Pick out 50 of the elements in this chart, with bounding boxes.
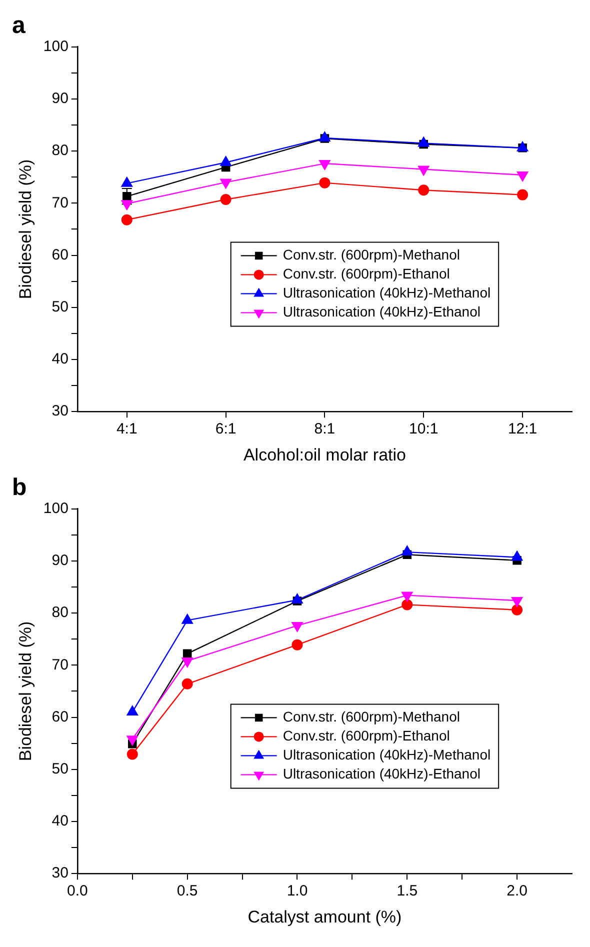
legend-label: Conv.str. (600rpm)-Methanol	[282, 708, 460, 725]
y-tick-label: 90	[52, 90, 68, 108]
x-tick-label: 4:1	[116, 420, 138, 438]
x-tick-label: 8:1	[314, 420, 336, 438]
legend-label: Ultrasonication (40kHz)-Methanol	[282, 284, 491, 301]
y-tick-label: 60	[52, 246, 68, 264]
y-tick-label: 100	[43, 500, 68, 517]
x-tick-label: 12:1	[508, 420, 538, 438]
y-axis-title: Biodiesel yield (%)	[16, 621, 35, 762]
chart-title: b	[12, 474, 27, 502]
y-tick-label: 30	[52, 402, 68, 420]
y-tick-label: 80	[52, 142, 68, 160]
y-tick-label: 70	[52, 194, 68, 212]
point	[182, 678, 193, 690]
x-tick-label: 2.0	[506, 882, 528, 900]
point	[292, 594, 303, 604]
y-tick-label: 90	[52, 552, 68, 570]
y-tick-label: 40	[52, 812, 68, 830]
x-axis-title: Catalyst amount (%)	[248, 907, 402, 926]
y-tick-label: 40	[52, 350, 68, 368]
point	[126, 748, 138, 760]
point	[126, 706, 138, 716]
point	[401, 546, 413, 556]
y-axis-title: Biodiesel yield (%)	[16, 159, 35, 300]
point	[402, 599, 413, 610]
legend-label: Ultrasonication (40kHz)-Ethanol	[282, 304, 480, 320]
x-tick-label: 6:1	[215, 420, 236, 438]
text: 0.0	[66, 882, 88, 900]
point	[512, 604, 523, 616]
legend-label: Ultrasonication (40kHz)-Ethanol	[282, 766, 480, 782]
legend-label: Conv.str. (600rpm)-Ethanol	[282, 266, 450, 282]
y-tick-label: 70	[52, 656, 68, 674]
point	[292, 639, 303, 650]
y-tick-label: 100	[43, 38, 68, 55]
y-tick-label: 50	[52, 298, 68, 316]
chart-title: a	[12, 12, 26, 40]
legend-label: Conv.str. (600rpm)-Ethanol	[282, 728, 450, 744]
x-tick-label: 0.5	[176, 882, 198, 900]
point	[511, 550, 523, 561]
legend-label: Ultrasonication (40kHz)-Methanol	[282, 746, 491, 763]
y-tick-label: 50	[52, 760, 68, 778]
y-tick-label: 80	[52, 604, 68, 622]
x-tick-label: 1.0	[286, 882, 308, 900]
point	[182, 614, 194, 624]
x-tick-label: 1.5	[396, 882, 418, 900]
y-tick-label: 30	[52, 864, 68, 882]
legend-label: Conv.str. (600rpm)-Methanol	[282, 246, 460, 263]
x-axis-title: Alcohol:oil molar ratio	[243, 445, 406, 464]
x-tick-label: 10:1	[409, 420, 438, 438]
y-tick-label: 60	[52, 708, 68, 726]
